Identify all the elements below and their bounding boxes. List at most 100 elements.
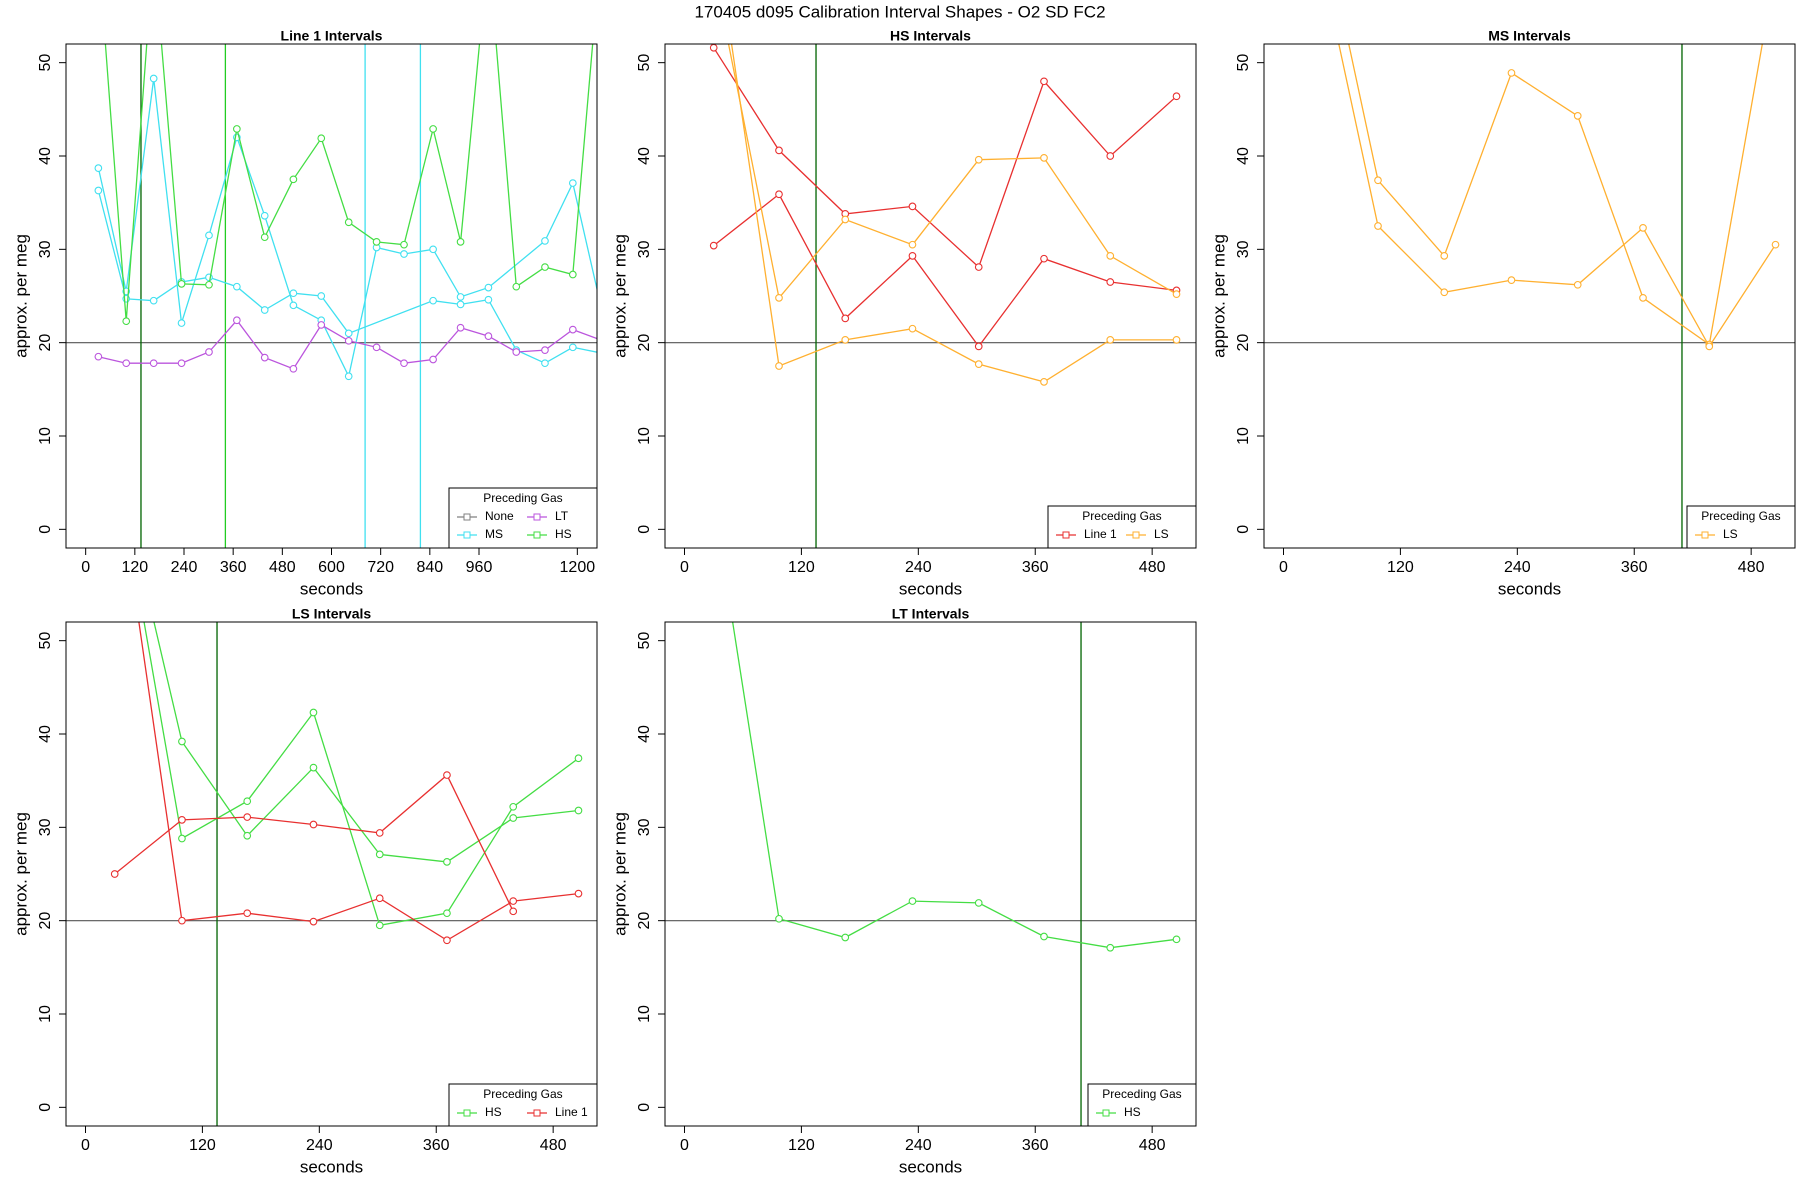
data-point: [908, 897, 917, 905]
data-point: [484, 283, 493, 292]
data-point: [429, 245, 437, 254]
data-point: [1040, 254, 1048, 263]
data-point: [775, 190, 783, 199]
data-point: [429, 296, 437, 305]
data-point: [509, 907, 518, 916]
legend-swatch: [1062, 531, 1070, 539]
x-tick-label: 720: [367, 559, 394, 576]
data-point: [94, 352, 103, 361]
series-line: [1338, 44, 1777, 348]
data-point: [122, 359, 131, 368]
data-point: [568, 325, 577, 334]
series-line: [727, 44, 1177, 300]
data-point: [1040, 378, 1048, 386]
data-point: [509, 802, 518, 811]
x-tick-label: 960: [466, 559, 493, 576]
legend: Preceding Gas Line 1 LS: [1047, 505, 1197, 549]
plot-frame: [664, 621, 1197, 1127]
y-axis-label: approx. per meg: [610, 812, 629, 936]
data-point: [260, 233, 269, 242]
data-point: [974, 263, 983, 271]
panel-title: MS Intervals: [1488, 28, 1571, 44]
data-point: [541, 359, 549, 368]
legend-title: Preceding Gas: [1701, 509, 1780, 523]
data-point: [974, 360, 983, 368]
data-point: [1172, 935, 1181, 944]
data-point: [709, 241, 718, 250]
y-tick-label: 50: [636, 632, 653, 650]
data-point: [710, 497, 717, 504]
legend: Preceding Gas HS Line 1: [448, 1083, 598, 1127]
plot-frame: [1263, 43, 1796, 549]
legend-title: Preceding Gas: [483, 491, 562, 505]
y-tick-label: 20: [37, 334, 54, 352]
data-point: [1106, 252, 1115, 260]
legend-swatch: [533, 531, 541, 539]
data-point: [260, 211, 269, 220]
data-point: [908, 324, 917, 333]
series-line: [1348, 44, 1763, 346]
x-tick-label: 480: [269, 559, 296, 576]
data-point: [149, 74, 158, 83]
data-point: [1440, 288, 1449, 297]
data-point: [775, 914, 783, 923]
data-point: [317, 321, 326, 329]
data-point: [1040, 932, 1048, 941]
plot-area: [1264, 44, 1795, 548]
data-point: [375, 894, 384, 903]
data-point: [178, 916, 186, 925]
x-tick-label: 120: [189, 1137, 216, 1154]
data-point: [111, 451, 118, 458]
data-point: [1040, 154, 1048, 162]
x-tick-label: 840: [416, 559, 443, 576]
data-point: [375, 829, 384, 837]
data-point: [1771, 240, 1780, 249]
data-point: [541, 237, 549, 245]
legend-title: Preceding Gas: [483, 1087, 562, 1101]
data-point: [709, 44, 718, 52]
data-point: [775, 294, 783, 302]
data-point: [260, 306, 269, 314]
legend-label: Line 1: [1084, 527, 1117, 541]
y-tick-label: 30: [37, 240, 54, 258]
x-tick-label: 360: [423, 1137, 450, 1154]
y-tick-label: 10: [636, 427, 653, 445]
data-point: [443, 858, 451, 866]
y-tick-label: 30: [636, 818, 653, 836]
panel-title: HS Intervals: [890, 28, 971, 44]
x-tick-label: 120: [121, 559, 148, 576]
data-point: [974, 155, 983, 164]
data-point: [149, 296, 158, 305]
y-axis-label: approx. per meg: [11, 234, 30, 358]
y-tick-label: 40: [37, 147, 54, 165]
series-line: [713, 193, 1177, 348]
plot-area: [66, 44, 597, 548]
y-tick-label: 10: [1235, 427, 1252, 445]
data-point: [309, 820, 318, 829]
y-tick-label: 0: [636, 1103, 653, 1112]
figure-title: 170405 d095 Calibration Interval Shapes …: [694, 2, 1105, 21]
x-tick-label: 120: [788, 1137, 815, 1154]
legend-label: HS: [485, 1105, 502, 1119]
x-tick-label: 240: [905, 559, 932, 576]
series-line: [104, 44, 594, 322]
data-point: [509, 814, 518, 822]
y-tick-label: 40: [636, 725, 653, 743]
panel-title: LT Intervals: [892, 606, 970, 622]
y-tick-label: 10: [636, 1005, 653, 1023]
x-tick-label: 0: [81, 1137, 90, 1154]
data-point: [775, 362, 783, 370]
data-point: [233, 282, 241, 291]
data-point: [1705, 342, 1714, 351]
x-tick-label: 480: [1139, 1137, 1166, 1154]
y-tick-label: 40: [1235, 147, 1252, 165]
data-point: [233, 316, 241, 325]
x-axis-label: seconds: [1498, 579, 1561, 598]
y-tick-label: 30: [1235, 240, 1252, 258]
data-point: [596, 338, 597, 341]
data-point: [1172, 92, 1181, 101]
data-point: [372, 343, 381, 352]
data-point: [243, 797, 252, 806]
legend-swatch: [1102, 1109, 1110, 1117]
data-point: [1106, 152, 1115, 160]
